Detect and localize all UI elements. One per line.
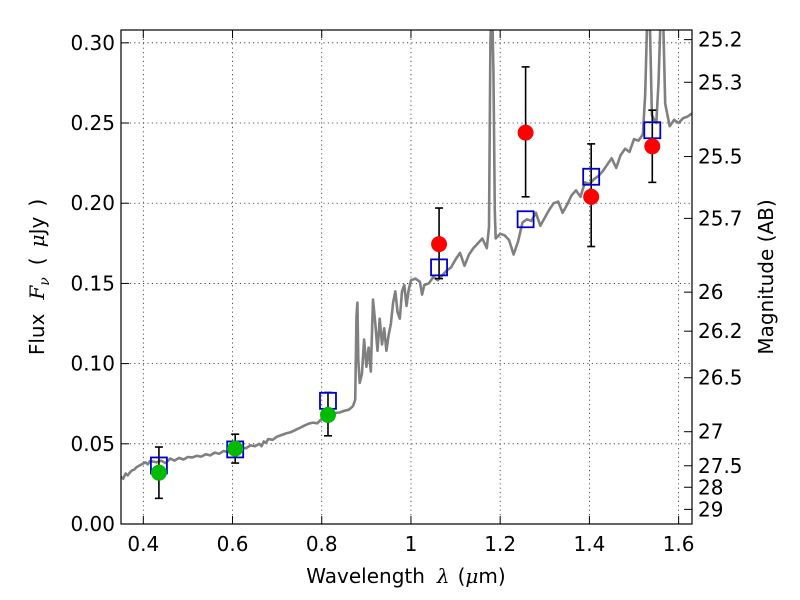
y-axis-ticks: 0.00 0.05 0.10 0.15 0.20 0.25 0.30: [70, 31, 129, 536]
magnitude-tick-label: 26: [698, 280, 723, 304]
plot-background: [121, 30, 692, 524]
observed-photometry: [150, 124, 661, 481]
observed-point: [319, 406, 336, 423]
y-axis-title: Flux Fν ( μJy): [25, 199, 53, 355]
x-tick-label: 0.8: [306, 532, 338, 556]
y-tick-label: 0.30: [70, 31, 115, 55]
observed-point: [227, 440, 244, 457]
magnitude-tick-label: 25.5: [698, 145, 743, 169]
y-axis-title-unit-open: (: [25, 257, 49, 265]
x-tick-label: 1.4: [573, 532, 605, 556]
magnitude-tick-label: 28: [698, 475, 723, 499]
y-axis-title-prefix: Flux: [25, 313, 49, 355]
y-axis-title-unit-rest: Jy: [25, 216, 49, 236]
observed-point: [517, 124, 534, 141]
y-axis-title-unit-mu: μ: [25, 234, 49, 247]
y-tick-label: 0.20: [70, 191, 115, 215]
observed-point: [644, 138, 661, 155]
y-tick-label: 0.15: [70, 271, 115, 295]
model-band-square: [516, 210, 535, 229]
magnitude-tick-label: 25.3: [698, 70, 743, 94]
x-axis-title-unit-rest: m): [478, 564, 505, 588]
x-axis-ticks: 0.4 0.6 0.8 1 1.2 1.4 1.6: [127, 30, 695, 556]
model-band-square: [582, 167, 601, 186]
y-tick-label: 0.10: [70, 352, 115, 376]
x-tick-label: 1.6: [663, 532, 695, 556]
magnitude-tick-label: 29: [698, 497, 723, 521]
y-tick-label: 0.25: [70, 111, 115, 135]
magnitude-tick-label: 26.5: [698, 366, 743, 390]
x-axis-title-unit-mu: μ: [465, 564, 478, 588]
x-tick-label: 0.4: [127, 532, 159, 556]
y-axis-title-symbol: F: [25, 285, 49, 301]
magnitude-tick-label: 25.2: [698, 28, 743, 52]
model-spectrum: [121, 30, 692, 481]
x-axis-title-prefix: Wavelength: [306, 564, 425, 588]
observed-point: [150, 464, 167, 481]
x-tick-label: 1: [405, 532, 418, 556]
x-axis-title: Wavelength λ (μm): [306, 564, 505, 588]
model-spectrum-line: [121, 30, 692, 481]
y-axis-title-subscript: ν: [37, 277, 53, 286]
model-band-square: [430, 258, 448, 277]
y-tick-label: 0.00: [70, 512, 115, 536]
x-axis-title-unit-open: (: [458, 564, 466, 588]
x-axis-title-symbol: λ: [436, 564, 450, 588]
y-axis-title-unit-close: ): [25, 199, 49, 207]
observed-point: [583, 188, 600, 205]
x-tick-label: 0.6: [217, 532, 249, 556]
x-tick-label: 1.2: [484, 532, 516, 556]
magnitude-tick-label: 26.2: [698, 319, 743, 343]
magnitude-tick-label: 25.7: [698, 206, 743, 230]
model-band-square: [643, 121, 662, 140]
magnitude-axis-title: Magnitude (AB): [754, 199, 778, 354]
plot-frame: [120, 29, 693, 525]
magnitude-tick-label: 27: [698, 420, 723, 444]
observed-point: [431, 236, 448, 253]
magnitude-tick-label: 27.5: [698, 454, 743, 478]
y-tick-label: 0.05: [70, 432, 115, 456]
